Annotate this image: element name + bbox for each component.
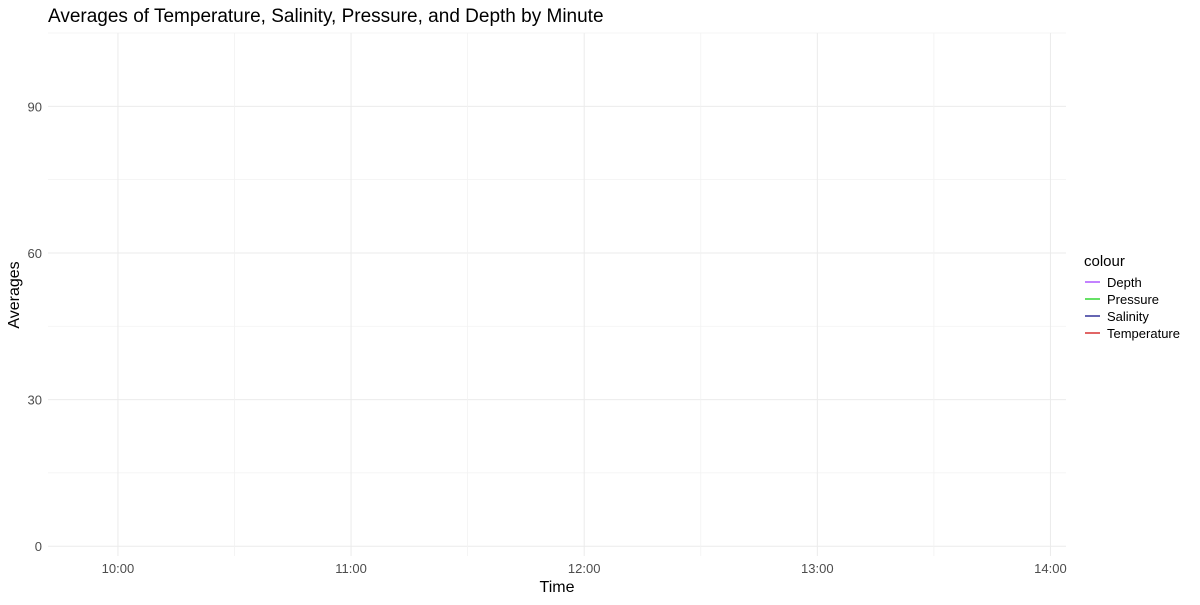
x-tick-label: 12:00 [568, 561, 601, 576]
x-axis-title: Time [540, 579, 575, 596]
x-tick-label: 11:00 [335, 561, 367, 576]
legend-label: Pressure [1107, 292, 1159, 307]
x-tick-label: 13:00 [801, 561, 834, 576]
legend-label: Salinity [1107, 309, 1149, 324]
y-axis-title: Averages [6, 261, 23, 328]
chart-title: Averages of Temperature, Salinity, Press… [48, 6, 604, 27]
legend-entry: Salinity [1085, 309, 1149, 324]
x-tick-labels: 10:00 11:00 12:00 13:00 14:00 [102, 561, 1067, 576]
x-tick-label: 14:00 [1034, 561, 1067, 576]
y-tick-label: 60 [28, 246, 42, 261]
legend-label: Depth [1107, 275, 1142, 290]
legend-title: colour [1084, 253, 1125, 270]
y-tick-label: 0 [35, 539, 42, 554]
legend-entry: Temperature [1085, 326, 1180, 341]
legend-label: Temperature [1107, 326, 1180, 341]
y-tick-label: 90 [28, 99, 42, 114]
legend-entry: Pressure [1085, 292, 1159, 307]
legend-entry: Depth [1085, 275, 1142, 290]
legend: colour Depth Pressure Salinity Temperature [1084, 253, 1180, 341]
legend-entries: Depth Pressure Salinity Temperature [1085, 275, 1180, 341]
x-tick-label: 10:00 [102, 561, 135, 576]
y-tick-label: 30 [28, 393, 42, 408]
grid-layer [48, 32, 1066, 556]
y-tick-labels: 0 30 60 90 [28, 99, 42, 554]
